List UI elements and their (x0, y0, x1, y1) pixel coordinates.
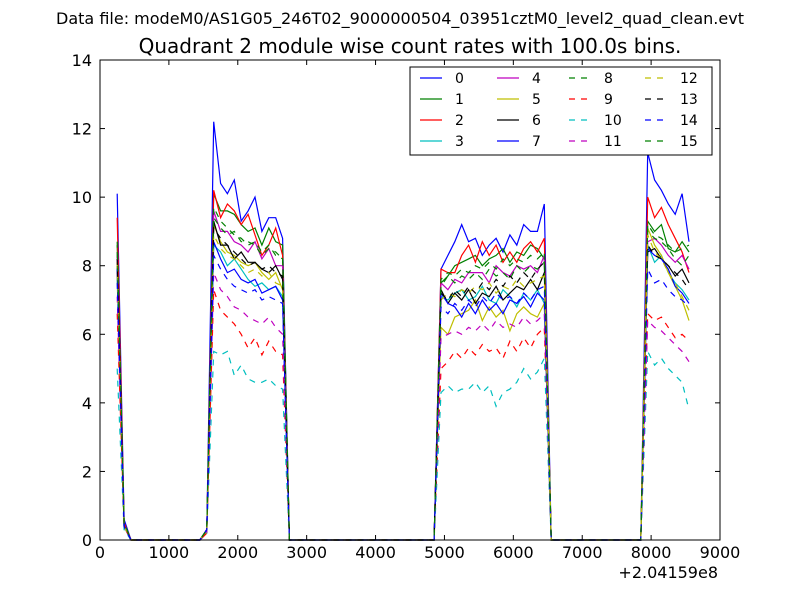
legend-label-13: 13 (680, 92, 698, 108)
y-tick-label: 14 (72, 51, 92, 70)
legend-label-10: 10 (604, 113, 622, 129)
y-tick-label: 10 (72, 188, 92, 207)
ticks-group: 0 1000 2000 3000 4000 5000 6000 7000 8000 9000 0 2 4… (72, 51, 741, 562)
y-tick-label: 12 (72, 120, 92, 139)
legend-label-5: 5 (532, 92, 541, 108)
chart-title: Quadrant 2 module wise count rates with … (139, 34, 682, 58)
legend-frame (409, 66, 713, 156)
x-tick-label: 6000 (493, 543, 534, 562)
plot-frame (99, 59, 721, 541)
legend-label-9: 9 (604, 92, 613, 108)
legend-label-14: 14 (680, 113, 698, 129)
x-offset-label: +2.04159e8 (618, 563, 718, 582)
x-tick-label: 0 (95, 543, 105, 562)
x-tick-label: 5000 (424, 543, 465, 562)
legend-label-12: 12 (680, 71, 698, 87)
legend-label-7: 7 (532, 134, 541, 150)
x-tick-label: 1000 (149, 543, 190, 562)
x-tick-label: 9000 (700, 543, 741, 562)
legend-label-6: 6 (532, 113, 541, 129)
y-tick-label: 4 (82, 394, 92, 413)
x-tick-label: 8000 (631, 543, 672, 562)
y-tick-label: 0 (82, 531, 92, 550)
legend-label-8: 8 (604, 71, 613, 87)
x-tick-label: 7000 (562, 543, 603, 562)
legend-label-11: 11 (604, 134, 622, 150)
x-tick-label: 4000 (355, 543, 396, 562)
x-tick-label: 2000 (217, 543, 258, 562)
y-tick-label: 6 (82, 325, 92, 344)
x-tick-label: 3000 (286, 543, 327, 562)
legend-label-4: 4 (532, 71, 541, 87)
suptitle: Data file: modeM0/AS1G05_246T02_90000005… (56, 9, 744, 29)
y-tick-label: 2 (82, 462, 92, 481)
legend-label-2: 2 (455, 113, 464, 129)
legend-label-3: 3 (455, 134, 464, 150)
y-tick-label: 8 (82, 257, 92, 276)
legend-label-0: 0 (455, 71, 464, 87)
legend-label-1: 1 (455, 92, 464, 108)
legend-label-15: 15 (680, 134, 698, 150)
